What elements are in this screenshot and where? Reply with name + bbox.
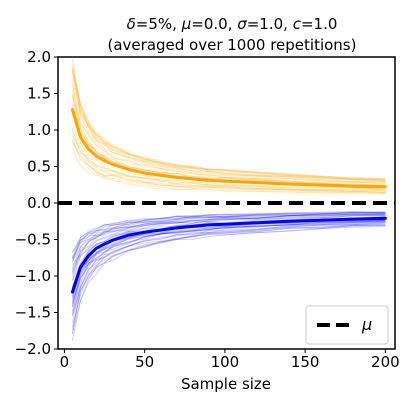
run-line xyxy=(71,84,386,185)
run-line xyxy=(71,211,386,259)
title-part: δ xyxy=(127,15,136,33)
x-tick-label: 100 xyxy=(211,353,240,371)
run-line xyxy=(71,211,386,261)
run-line xyxy=(71,214,386,281)
title-part: =1.0, xyxy=(247,15,293,33)
run-line xyxy=(71,89,386,184)
run-line xyxy=(71,56,386,180)
run-line xyxy=(71,102,386,186)
run-line xyxy=(71,72,386,182)
run-line xyxy=(71,94,386,187)
run-line xyxy=(71,215,386,275)
run-line xyxy=(71,130,386,192)
run-line xyxy=(71,219,386,306)
run-line xyxy=(71,79,386,182)
run-line xyxy=(71,222,386,323)
run-line xyxy=(71,60,386,181)
run-line xyxy=(71,214,386,277)
run-line xyxy=(71,213,386,272)
run-line xyxy=(71,223,386,334)
run-line xyxy=(71,221,386,312)
run-line xyxy=(71,68,386,180)
run-line xyxy=(71,220,386,307)
chart-subtitle: (averaged over 1000 repetitions) xyxy=(108,36,357,54)
chart-title: δ=5%, μ=0.0, σ=1.0, c=1.0 xyxy=(127,15,338,33)
run-line xyxy=(71,213,386,269)
title-part: σ xyxy=(237,15,247,33)
run-line xyxy=(71,142,386,193)
run-line xyxy=(71,221,386,316)
run-line xyxy=(71,217,386,288)
run-line xyxy=(71,210,386,258)
run-line xyxy=(71,212,386,262)
series-lines xyxy=(58,108,395,294)
run-line xyxy=(71,134,386,191)
y-tick-label: −1.5 xyxy=(15,304,51,322)
x-axis-label: Sample size xyxy=(181,375,271,393)
legend-label-mu: μ xyxy=(361,315,372,334)
run-line xyxy=(71,220,386,303)
title-part: μ xyxy=(181,15,192,33)
y-tick-label: 0.0 xyxy=(27,194,51,212)
run-line xyxy=(71,213,386,273)
run-line xyxy=(71,213,386,266)
run-line xyxy=(71,138,386,193)
y-tick-label: −0.5 xyxy=(15,231,51,249)
run-line xyxy=(71,211,386,252)
run-line xyxy=(71,65,386,180)
run-line xyxy=(71,70,386,181)
run-line xyxy=(71,69,386,182)
average-line xyxy=(70,108,387,189)
y-tick-label: −2.0 xyxy=(15,340,51,358)
run-line xyxy=(71,222,386,317)
run-line xyxy=(71,225,386,341)
run-line xyxy=(71,224,386,327)
run-line xyxy=(71,220,386,308)
y-tick-label: 0.5 xyxy=(27,158,51,176)
y-tick-label: 2.0 xyxy=(27,48,51,66)
run-line xyxy=(71,135,386,192)
run-line xyxy=(71,221,386,314)
x-tick-label: 0 xyxy=(60,353,70,371)
y-tick-label: 1.0 xyxy=(27,121,51,139)
run-line xyxy=(71,96,386,187)
run-line xyxy=(71,94,386,185)
title-part: =1.0 xyxy=(301,15,337,33)
average-line xyxy=(70,216,387,294)
run-line xyxy=(71,213,386,259)
run-line xyxy=(71,147,386,194)
run-line xyxy=(71,92,386,184)
run-line xyxy=(71,127,386,191)
x-tick-label: 50 xyxy=(135,353,154,371)
run-line xyxy=(71,84,386,183)
x-tick-label: 150 xyxy=(291,353,320,371)
run-line xyxy=(71,76,386,182)
y-tick-label: 1.5 xyxy=(27,85,51,103)
run-line xyxy=(71,104,386,187)
run-line xyxy=(71,211,386,253)
run-line xyxy=(71,219,386,304)
y-tick-label: −1.0 xyxy=(15,267,51,285)
run-line xyxy=(71,225,386,335)
x-tick-label: 200 xyxy=(371,353,400,371)
run-line xyxy=(71,126,386,190)
run-line xyxy=(71,139,386,193)
legend: μ xyxy=(305,305,389,345)
title-part: =0.0, xyxy=(191,15,237,33)
run-line xyxy=(71,70,386,180)
run-line xyxy=(71,130,386,191)
run-line xyxy=(71,64,386,180)
run-line xyxy=(71,152,386,195)
axis-ticks: 0 50 100 150 200 2.0 1.5 1.0 0.5 0.0 −0.5 −1.0 −1.5 −… xyxy=(15,48,400,371)
run-line xyxy=(71,68,386,183)
title-part: =5%, xyxy=(136,15,182,33)
run-line xyxy=(71,139,386,193)
title-part: c xyxy=(293,15,302,33)
run-line xyxy=(71,224,386,331)
run-line xyxy=(71,211,386,263)
